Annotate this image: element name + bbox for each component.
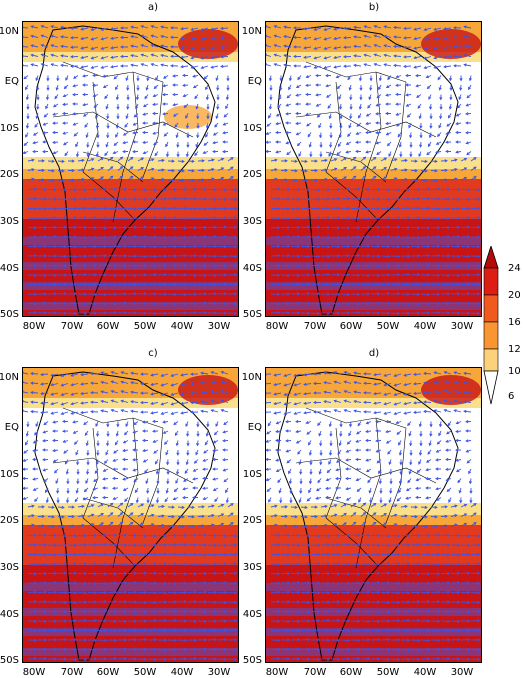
wind-speed-shading [266,515,481,525]
jet-core-shading [23,282,238,290]
map-panel-d [265,367,482,663]
wind-speed-max-shading [421,375,481,405]
wind-speed-max-shading [421,29,481,59]
jet-core-shading [266,237,481,245]
jet-core-shading [266,282,481,290]
wind-speed-shading [23,169,238,179]
wind-field-map [266,22,481,316]
map-panel-c [22,367,239,663]
jet-core-shading [23,628,238,636]
jet-core-shading [266,583,481,591]
panel-label-d: d) [364,348,384,359]
panel-label-b: b) [364,2,384,13]
wind-speed-max-shading [178,375,238,405]
wind-field-map [266,368,481,662]
map-panel-b [265,21,482,317]
panel-label-a: a) [143,2,163,13]
wind-field-map [23,368,238,662]
jet-core-shading [266,628,481,636]
jet-core-shading [23,583,238,591]
jet-core-shading [23,237,238,245]
panel-label-c: c) [143,348,163,359]
wind-speed-shading [23,515,238,525]
map-panel-a [22,21,239,317]
wind-speed-shading [266,169,481,179]
wind-field-map [23,22,238,316]
wind-speed-max-shading [178,29,238,59]
